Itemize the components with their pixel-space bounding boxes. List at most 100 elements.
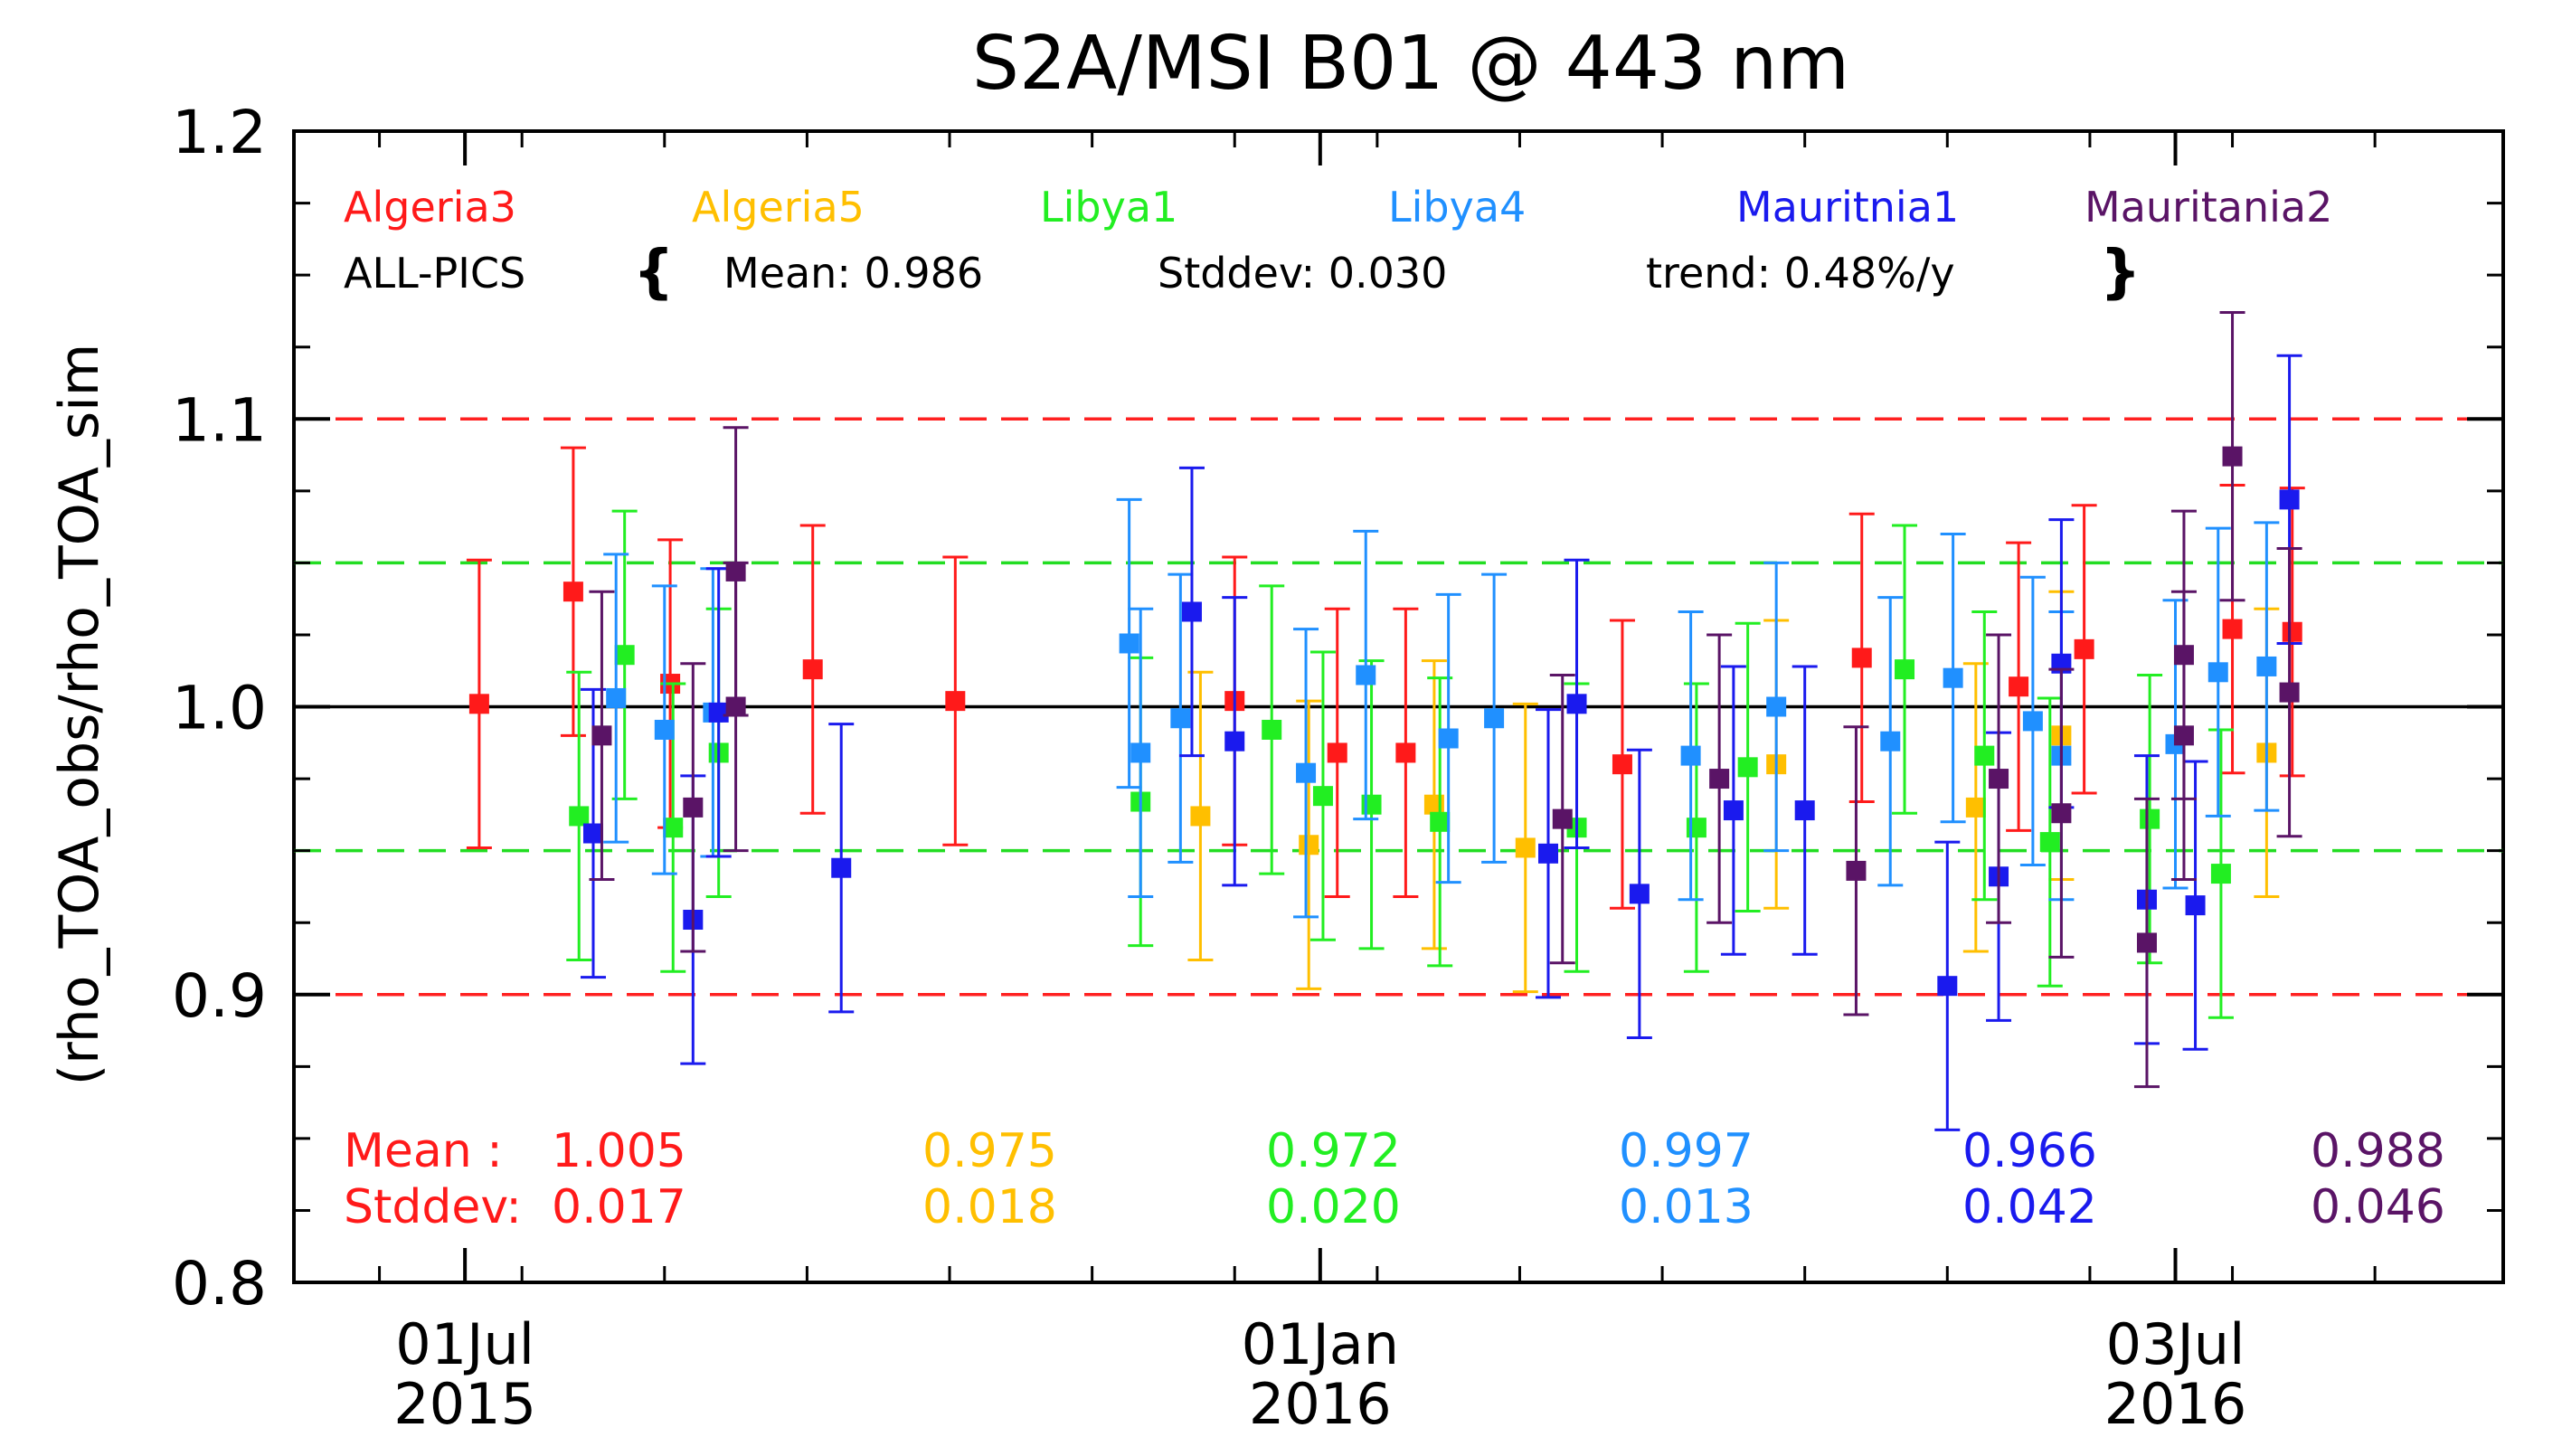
legend-entry: Algeria5 <box>692 183 865 232</box>
summary-stddev: Stddev: 0.030 <box>1158 249 1447 298</box>
series-stddev: 0.042 <box>1962 1180 2097 1234</box>
data-point <box>725 696 746 717</box>
data-point <box>1395 742 1416 763</box>
series-stddev: 0.046 <box>2311 1180 2445 1234</box>
series-stddev: 0.020 <box>1266 1180 1401 1234</box>
data-point <box>1181 601 1202 622</box>
y-tick-label: 0.8 <box>172 1249 267 1319</box>
data-point <box>1537 843 1558 864</box>
summary-close-brace: } <box>2100 239 2141 306</box>
series-mean: 1.005 <box>552 1124 686 1178</box>
data-point <box>1965 797 1986 818</box>
mean-row-label: Mean : <box>344 1124 503 1178</box>
data-point <box>1612 754 1632 775</box>
legend-entry: Libya1 <box>1040 183 1177 232</box>
chart-title: S2A/MSI B01 @ 443 nm <box>972 21 1849 107</box>
data-point <box>1846 860 1867 881</box>
summary-mean: Mean: 0.986 <box>723 249 983 298</box>
data-point <box>802 659 823 680</box>
data-point <box>1296 762 1317 783</box>
data-point <box>1299 835 1319 856</box>
data-point <box>654 719 675 740</box>
summary-label: ALL-PICS <box>344 249 525 298</box>
data-point <box>1515 837 1536 858</box>
y-tick-label: 1.0 <box>172 674 267 743</box>
data-point <box>2009 676 2029 697</box>
data-point <box>663 818 684 838</box>
data-point <box>1680 745 1701 766</box>
data-point <box>582 823 603 844</box>
data-point <box>1312 786 1333 807</box>
data-point <box>1484 708 1505 729</box>
data-point <box>1880 731 1901 752</box>
data-point <box>614 645 635 666</box>
data-point <box>1130 742 1151 763</box>
data-point <box>1224 731 1245 752</box>
series-stddev: 0.018 <box>922 1180 1057 1234</box>
data-point <box>2282 621 2302 642</box>
data-point <box>2279 682 2300 703</box>
x-tick-label-year: 2016 <box>1249 1371 1392 1437</box>
series-stddev: 0.013 <box>1619 1180 1754 1234</box>
series-stddev: 0.017 <box>552 1180 686 1234</box>
data-point <box>2173 725 2194 746</box>
data-point <box>591 725 612 746</box>
summary-row: ALL-PICS { Mean: 0.986 Stddev: 0.030 tre… <box>344 239 2141 306</box>
data-point <box>1766 696 1787 717</box>
data-point <box>1851 648 1872 668</box>
data-point <box>2185 895 2206 916</box>
x-tick-label-date: 03Jul <box>2106 1311 2245 1377</box>
series-mean: 0.988 <box>2311 1124 2445 1178</box>
data-point <box>1356 665 1376 685</box>
data-point <box>1552 808 1573 829</box>
data-point <box>2074 638 2094 659</box>
data-point <box>1709 769 1730 789</box>
series-stats: Mean :Stddev:1.0050.0170.9750.0180.9720.… <box>344 1124 2445 1234</box>
summary-open-brace: { <box>633 239 675 306</box>
data-point <box>1119 633 1139 654</box>
data-point <box>1943 667 1963 688</box>
data-point <box>1430 811 1451 832</box>
x-tick-label-year: 2016 <box>2104 1371 2247 1437</box>
y-tick-label: 1.2 <box>172 98 267 167</box>
y-axis-label: (rho_TOA_obs/rho_TOA_sim <box>48 344 111 1086</box>
data-point <box>2222 446 2243 467</box>
data-point <box>2136 932 2157 953</box>
data-point <box>2039 832 2060 853</box>
data-point <box>683 797 704 818</box>
data-point <box>1989 769 2009 789</box>
data-point <box>2207 662 2228 683</box>
legend-entry: Mauritnia1 <box>1736 183 1959 232</box>
legend-entry: Libya4 <box>1388 183 1526 232</box>
data-point <box>2256 656 2277 676</box>
data-point <box>1438 728 1459 749</box>
summary-trend: trend: 0.48%/y <box>1646 249 1955 298</box>
data-point <box>1629 884 1650 904</box>
series-mean: 0.972 <box>1266 1124 1401 1178</box>
y-tick-label: 1.1 <box>172 385 267 455</box>
legend: Algeria3 Algeria5 Libya1 Libya4 Mauritnia1 Ma… <box>344 183 2332 232</box>
data-point <box>708 702 729 723</box>
y-tick-label: 0.9 <box>172 961 267 1031</box>
legend-entry: Mauritania2 <box>2085 183 2332 232</box>
data-point <box>2051 803 2072 824</box>
data-point <box>1794 800 1815 821</box>
reference-lines <box>294 417 2503 997</box>
data-point <box>1895 659 1915 680</box>
data-point <box>1737 757 1758 778</box>
data-points <box>466 310 2305 1131</box>
data-point <box>2222 619 2243 639</box>
data-point <box>2210 864 2231 884</box>
series-mean: 0.975 <box>922 1124 1057 1178</box>
data-point <box>1937 976 1958 997</box>
series-mean: 0.997 <box>1619 1124 1754 1178</box>
x-tick-label-date: 01Jan <box>1242 1311 1399 1377</box>
data-point <box>2140 808 2160 829</box>
legend-entry: Algeria3 <box>344 183 516 232</box>
x-tick-label-year: 2015 <box>393 1371 536 1437</box>
data-point <box>945 691 966 712</box>
data-point <box>2279 489 2300 510</box>
series-mean: 0.966 <box>1962 1124 2097 1178</box>
data-point <box>1190 806 1211 827</box>
